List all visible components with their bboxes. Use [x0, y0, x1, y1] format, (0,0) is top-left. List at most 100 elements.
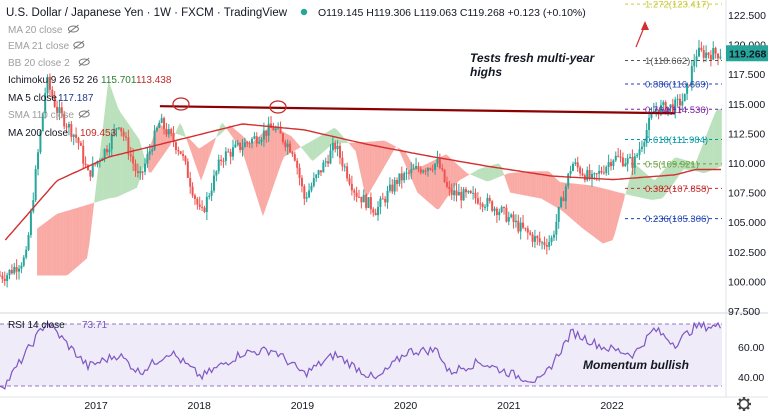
eye-off-icon[interactable]	[73, 40, 85, 50]
cloud-segment	[617, 191, 620, 226]
eye-off-icon[interactable]	[67, 24, 79, 34]
candle-body	[110, 134, 113, 150]
candle-body	[239, 142, 242, 150]
gear-icon[interactable]	[737, 397, 751, 411]
cloud-segment	[610, 190, 613, 242]
candle-body	[362, 194, 365, 203]
candle-body	[115, 128, 118, 130]
cloud-segment	[51, 216, 54, 276]
price-axis-tick: 115.000	[728, 99, 765, 111]
cloud-segment	[517, 172, 520, 195]
price-axis-tick: 122.500	[728, 10, 766, 22]
candle-body	[117, 127, 120, 129]
breakout-arrow-head	[641, 21, 649, 30]
candle-body	[671, 104, 674, 113]
candle-body	[129, 154, 132, 157]
cloud-segment	[671, 157, 675, 186]
candle-body	[0, 275, 1, 277]
candle-body	[717, 53, 720, 59]
candle-body	[89, 170, 92, 177]
cloud-segment	[367, 141, 370, 196]
indicator-value: 109.453	[80, 128, 117, 139]
eye-off-icon[interactable]	[78, 109, 90, 119]
candle-body	[541, 242, 544, 244]
cloud-segment	[37, 226, 40, 276]
candle-body	[510, 214, 513, 218]
cloud-segment	[84, 204, 88, 261]
cloud-segment	[312, 138, 316, 161]
candle-body	[688, 84, 691, 86]
cloud-segment	[65, 210, 68, 276]
annotation-momentum: Momentum bullish	[583, 358, 689, 372]
candle-body	[205, 196, 208, 213]
candle-body	[191, 186, 194, 196]
cloud-segment	[531, 171, 534, 198]
cloud-segment	[707, 126, 710, 172]
cloud-segment	[191, 141, 195, 161]
candle-body	[29, 211, 32, 235]
candle-body	[298, 167, 301, 179]
candle-body	[177, 150, 180, 152]
cloud-segment	[667, 163, 670, 193]
candle-body	[160, 118, 163, 123]
cloud-segment	[524, 171, 527, 196]
cloud-segment	[372, 141, 375, 188]
candle-body	[555, 221, 558, 235]
candle-body	[581, 173, 584, 176]
candle-body	[600, 170, 603, 173]
candle-body	[552, 234, 555, 238]
cloud-segment	[174, 128, 178, 135]
candle-body	[27, 234, 30, 250]
cloud-segment	[705, 132, 708, 173]
candle-body	[415, 165, 418, 169]
candle-body	[260, 139, 263, 143]
candle-body	[538, 238, 541, 243]
annotation-tests-high-line2: highs	[470, 65, 502, 79]
gear-tooth	[742, 397, 746, 400]
cloud-segment	[270, 125, 273, 196]
fib-level-label: 0.764(114.536)	[645, 105, 709, 116]
cloud-segment	[576, 183, 580, 226]
cloud-segment	[457, 164, 461, 182]
eye-slash	[78, 57, 90, 67]
candle-body	[445, 181, 448, 187]
candle-body	[398, 173, 401, 184]
candle-body	[360, 196, 363, 203]
chart-background-layer	[0, 0, 768, 398]
fib-level-label: 0.886(116.669)	[645, 80, 709, 91]
candle-body	[210, 190, 213, 196]
candle-body	[312, 178, 315, 186]
candle-body	[650, 113, 653, 118]
candle-body	[51, 89, 54, 98]
candle-body	[217, 159, 220, 172]
candle-body	[607, 162, 610, 168]
candle-body	[58, 107, 61, 113]
candle-body	[37, 152, 40, 170]
cloud-segment	[329, 129, 332, 147]
candle-body	[72, 134, 75, 137]
cloud-segment	[279, 129, 282, 169]
candle-body	[293, 154, 296, 161]
candle-body	[322, 162, 325, 173]
candle-body	[403, 173, 406, 181]
candle-body	[643, 142, 646, 147]
indicator-value: 113.438	[136, 75, 172, 86]
candle-body	[486, 197, 489, 207]
cloud-segment	[369, 141, 373, 192]
cloud-segment	[659, 171, 663, 199]
candle-body	[457, 191, 460, 196]
eye-off-icon[interactable]	[78, 57, 90, 67]
cloud-segment	[712, 113, 715, 171]
candle-body	[469, 190, 472, 193]
candle-body	[253, 136, 256, 139]
cloud-segment	[53, 214, 57, 276]
cloud-segment	[510, 172, 513, 194]
cloud-segment	[493, 164, 496, 180]
cloud-segment	[545, 171, 549, 203]
resistance-trendline	[159, 105, 676, 115]
candle-body	[334, 142, 337, 150]
candle-body	[595, 173, 598, 175]
cloud-segment	[681, 158, 684, 173]
cloud-segment	[600, 187, 603, 244]
